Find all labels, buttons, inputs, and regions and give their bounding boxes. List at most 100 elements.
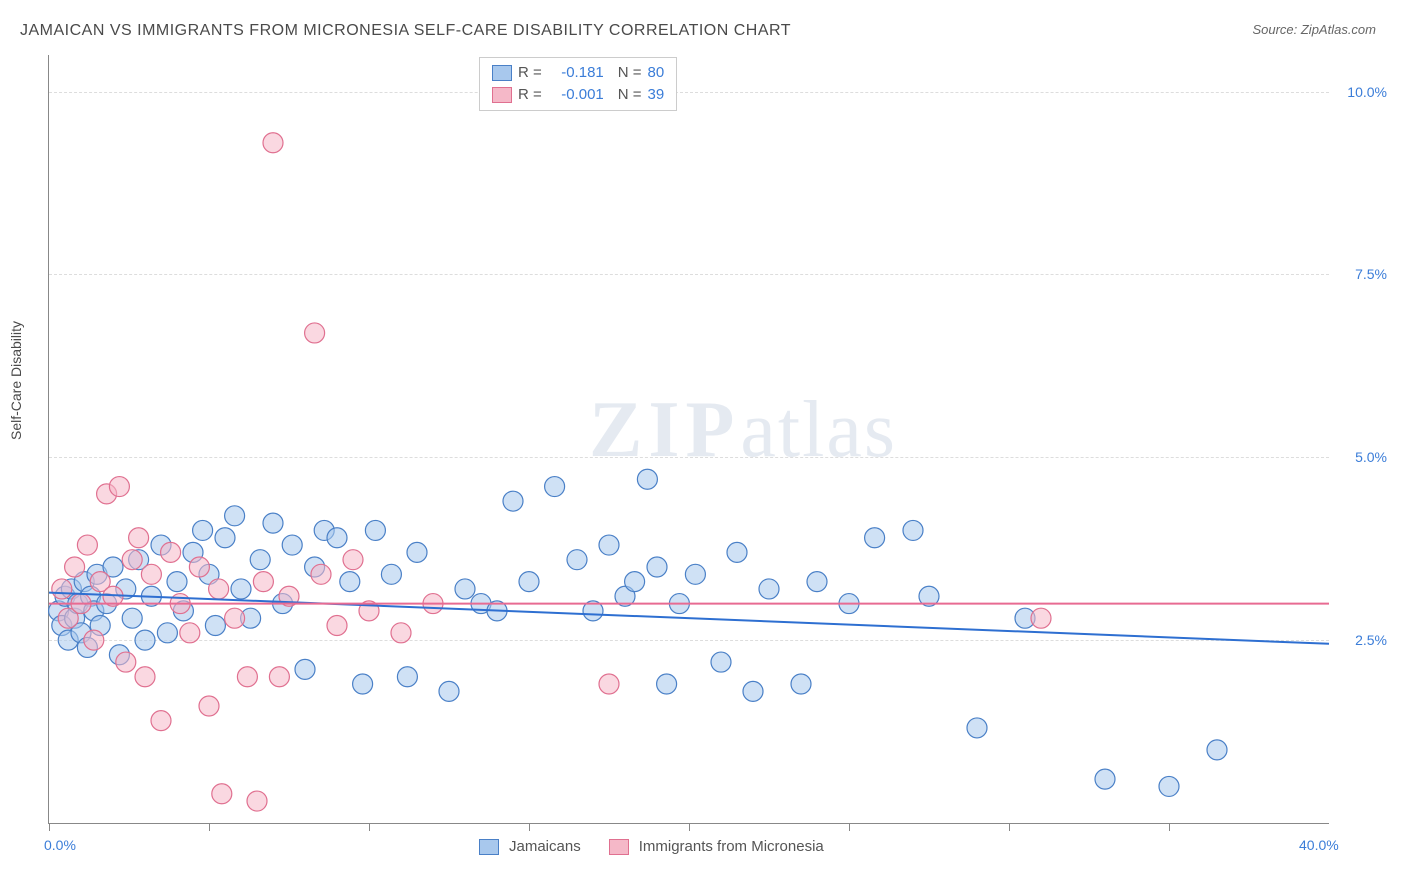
data-point [225,608,245,628]
data-point [65,557,85,577]
data-point [759,579,779,599]
series-legend: Jamaicans Immigrants from Micronesia [479,838,842,855]
legend-r-label: R = [518,62,542,84]
data-point [247,791,267,811]
data-point [250,550,270,570]
data-point [282,535,302,555]
data-point [1207,740,1227,760]
data-point [439,681,459,701]
data-point [77,535,97,555]
x-tick [849,823,850,831]
y-tick-label: 5.0% [1355,449,1387,465]
plot-area: ZIPatlas R =-0.181N =80R =-0.001N =39 Ja… [48,55,1329,824]
correlation-legend: R = -0.181 N = 80 R = -0.001 N = 39 [479,57,677,111]
data-point [141,564,161,584]
data-point [193,520,213,540]
y-axis-label: Self-Care Disability [8,321,24,440]
data-point [151,711,171,731]
data-point [711,652,731,672]
data-point [135,667,155,687]
data-point [365,520,385,540]
data-point [116,652,136,672]
data-point [625,572,645,592]
source-value: ZipAtlas.com [1301,22,1376,37]
legend-n-value: 80 [648,62,665,84]
legend-swatch [492,87,512,103]
data-point [637,469,657,489]
data-point [253,572,273,592]
data-point [122,550,142,570]
chart-container: JAMAICAN VS IMMIGRANTS FROM MICRONESIA S… [0,0,1406,892]
data-point [567,550,587,570]
data-point [967,718,987,738]
data-point [237,667,257,687]
x-tick-label: 40.0% [1299,837,1339,853]
x-tick [369,823,370,831]
data-point [503,491,523,511]
legend-series-label: Jamaicans [509,838,581,855]
x-tick [1169,823,1170,831]
data-point [122,608,142,628]
legend-row: R = -0.001 N = 39 [492,84,664,106]
x-tick [689,823,690,831]
data-point [52,579,72,599]
data-point [685,564,705,584]
data-point [215,528,235,548]
data-point [269,667,289,687]
data-point [84,630,104,650]
data-point [865,528,885,548]
data-point [167,572,187,592]
legend-n-label: N = [618,62,642,84]
data-point [353,674,373,694]
data-point [407,542,427,562]
data-point [599,535,619,555]
data-point [157,623,177,643]
legend-swatch [479,839,499,855]
y-tick-label: 2.5% [1355,632,1387,648]
data-point [263,133,283,153]
data-point [727,542,747,562]
data-point [311,564,331,584]
data-point [903,520,923,540]
data-point [225,506,245,526]
x-tick [49,823,50,831]
source-attribution: Source: ZipAtlas.com [1252,22,1376,37]
y-tick-label: 7.5% [1355,266,1387,282]
data-point [340,572,360,592]
data-point [1095,769,1115,789]
scatter-svg [49,55,1329,823]
data-point [231,579,251,599]
legend-n-value: 39 [648,84,665,106]
data-point [129,528,149,548]
data-point [189,557,209,577]
data-point [397,667,417,687]
data-point [519,572,539,592]
data-point [647,557,667,577]
legend-swatch [492,65,512,81]
data-point [343,550,363,570]
data-point [327,616,347,636]
legend-r-value: -0.181 [548,62,604,84]
data-point [327,528,347,548]
data-point [1159,776,1179,796]
data-point [209,579,229,599]
data-point [455,579,475,599]
data-point [109,477,129,497]
source-label: Source: [1252,22,1300,37]
data-point [599,674,619,694]
x-tick [209,823,210,831]
legend-n-label: N = [618,84,642,106]
data-point [263,513,283,533]
data-point [161,542,181,562]
legend-r-label: R = [518,84,542,106]
legend-row: R = -0.181 N = 80 [492,62,664,84]
data-point [743,681,763,701]
x-tick [529,823,530,831]
data-point [391,623,411,643]
data-point [657,674,677,694]
x-tick [1009,823,1010,831]
x-tick-label: 0.0% [44,837,76,853]
legend-series-label: Immigrants from Micronesia [639,838,824,855]
data-point [791,674,811,694]
legend-r-value: -0.001 [548,84,604,106]
